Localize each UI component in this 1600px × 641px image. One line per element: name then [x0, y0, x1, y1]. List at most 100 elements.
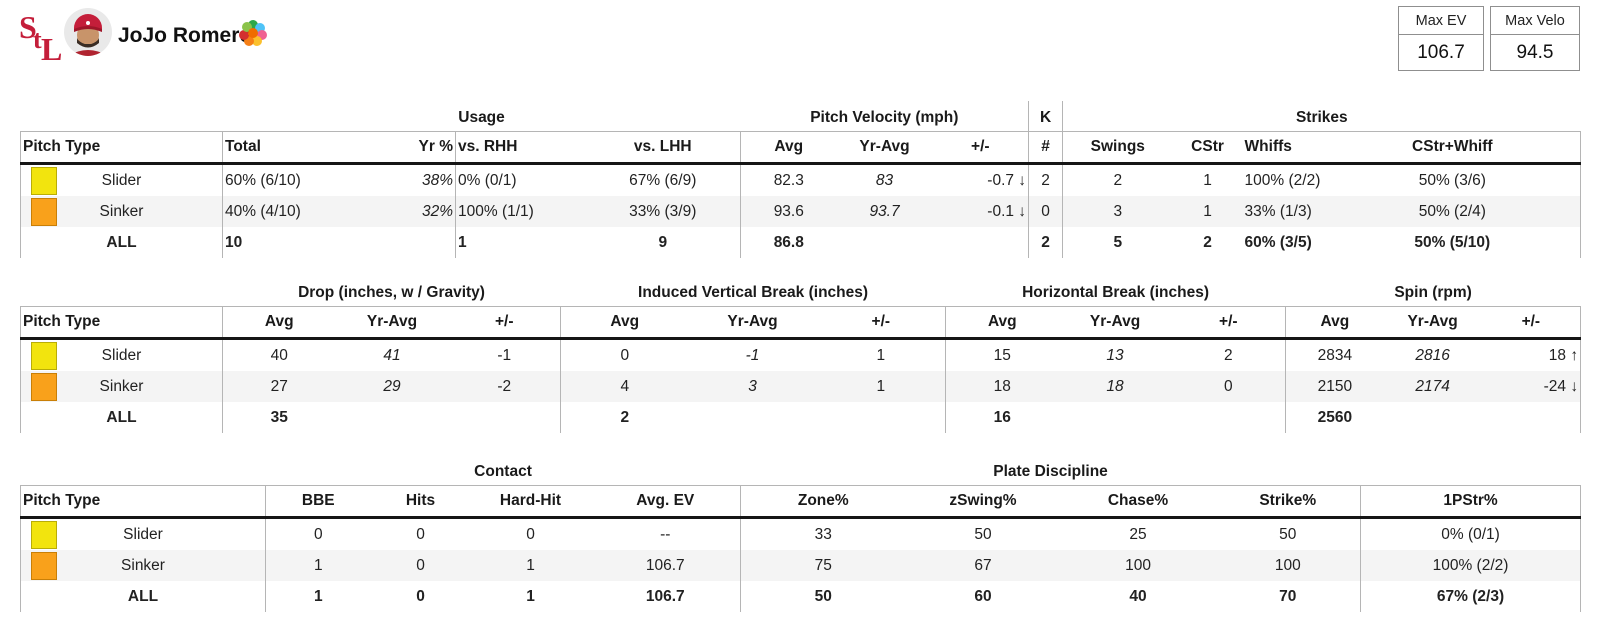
pitch-name: Slider — [101, 171, 142, 189]
svg-text:t: t — [33, 25, 42, 54]
column-header-row: Pitch Type Avg Yr-Avg +/- Avg Yr-Avg +/- Avg Yr-… — [20, 306, 1582, 340]
vs-rhh: 0% (0/1) — [455, 163, 586, 196]
col-header: +/- — [816, 306, 946, 340]
yr-avg: -1 — [745, 346, 760, 364]
pitch-color-swatch — [31, 342, 57, 370]
max-ev-box: Max EV 106.7 — [1398, 6, 1484, 71]
vs-rhh-header: vs. RHH — [455, 131, 586, 165]
yr-avg-header: Yr-Avg — [836, 131, 933, 165]
avg: 93.6 — [740, 196, 837, 227]
movement-table: Drop (inches, w / Gravity) Induced Vertic… — [20, 276, 1582, 433]
col — [1481, 402, 1582, 433]
avg-header: Avg — [945, 306, 1059, 340]
row-slider: Slider 60% (6/10) 38% 0% (0/1) 67% (6/9) 82.3… — [20, 163, 1582, 196]
pitch-velocity-mph-group-header: Pitch Velocity (mph) — [740, 101, 1029, 132]
hits: 0 — [416, 525, 425, 543]
avg: 2560 — [1285, 402, 1384, 433]
row-sinker: Sinker 27 29 -2 4 3 1 18 18 0 2150 2174 -24 ↓ — [20, 371, 1582, 402]
vs-lhh: 33% (3/9) — [629, 202, 697, 220]
row-all: ALL 35 2 16 2560 — [20, 402, 1582, 433]
zone: 33 — [740, 517, 906, 550]
k-group-header: K — [1028, 101, 1064, 132]
pitch-name: ALL — [127, 587, 159, 605]
zswing: 67 — [974, 556, 992, 574]
max-velo-value: 94.5 — [1516, 42, 1554, 63]
svg-text:L: L — [41, 31, 62, 64]
avg: 15 — [945, 338, 1059, 371]
pitch-type-header: Pitch Type — [20, 306, 223, 340]
col-header: +/- — [448, 306, 561, 340]
yr-avg: 2174 — [1415, 377, 1450, 395]
pitch-color-swatch — [31, 373, 57, 401]
pitch-color-swatch — [31, 552, 57, 580]
yr-avg — [837, 227, 933, 258]
row-all: ALL 1 0 1 106.7 50 60 40 70 67% (2/3) — [20, 581, 1582, 612]
yr-avg: 2816 — [1415, 346, 1450, 364]
contact-group-header: Contact — [265, 455, 741, 486]
cstr: 2 — [1203, 233, 1212, 251]
whiffs-header: Whiffs — [1242, 131, 1393, 165]
chase: 25 — [1129, 525, 1147, 543]
yr-avg — [689, 402, 817, 433]
cstr-whiff: 50% (3/6) — [1392, 163, 1582, 196]
chase-header: Chase% — [1060, 485, 1216, 519]
pitch-cell: ALL — [20, 227, 223, 258]
max-ev-label: Max EV — [1399, 7, 1483, 35]
bbe: 1 — [265, 581, 371, 612]
yr: 38% — [421, 171, 453, 189]
vs-rhh: 1 — [455, 227, 586, 258]
avg-ev-header: Avg. EV — [590, 485, 741, 519]
col: 1 — [876, 377, 886, 395]
total-header: Total — [222, 131, 341, 165]
pitch-cell: ALL — [20, 402, 223, 433]
vs-lhh-header: vs. LHH — [585, 131, 741, 165]
avg: 18 — [945, 371, 1059, 402]
yr: 32% — [421, 202, 453, 220]
yr-avg: 18 — [1106, 377, 1124, 395]
vs-rhh: 100% (1/1) — [455, 196, 586, 227]
strike: 50 — [1279, 525, 1297, 543]
pitch-name: Sinker — [99, 202, 144, 220]
avg: 82.3 — [740, 163, 837, 196]
avg: 86.8 — [740, 227, 837, 258]
group-spacer — [20, 276, 223, 307]
col-header: # — [1028, 131, 1063, 165]
hard-hit-header: Hard-Hit — [470, 485, 591, 519]
col: 0 — [1028, 196, 1063, 227]
pitch-color-swatch — [31, 521, 57, 549]
yr-avg: 93.7 — [869, 202, 900, 220]
avg: 0 — [560, 338, 689, 371]
contact-plate-discipline-table-wrap: Contact Plate Discipline Pitch Type BBE Hits… — [20, 455, 1582, 612]
col-header: +/- — [932, 131, 1029, 165]
row-sinker: Sinker 1 0 1 106.7 75 67 100 100 100% (2/2) — [20, 550, 1582, 581]
col: 0 — [1224, 377, 1233, 395]
cstr-whiff: 50% (5/10) — [1392, 227, 1582, 258]
usage-group-header: Usage — [222, 101, 741, 132]
row-sinker: Sinker 40% (4/10) 32% 100% (1/1) 33% (3/9) 93… — [20, 196, 1582, 227]
movement-spin-table-wrap: Drop (inches, w / Gravity) Induced Vertic… — [20, 276, 1582, 433]
avg-header: Avg — [222, 306, 336, 340]
stl-cardinals-logo-icon: S t L — [19, 9, 62, 64]
vs-lhh: 9 — [658, 233, 668, 251]
avg: 2 — [560, 402, 689, 433]
pitch-name: Slider — [101, 346, 142, 364]
col: 1 — [876, 346, 886, 364]
svg-text:S: S — [19, 9, 37, 45]
bbe: 1 — [265, 550, 371, 581]
hard-hit: 1 — [526, 587, 535, 605]
zswing: 50 — [974, 525, 992, 543]
max-velo-box: Max Velo 94.5 — [1490, 6, 1580, 71]
group-header-row: Drop (inches, w / Gravity) Induced Vertic… — [20, 276, 1581, 307]
zswing-header: zSwing% — [905, 485, 1061, 519]
avg-header: Avg — [1285, 306, 1384, 340]
col-header: +/- — [1481, 306, 1582, 340]
yr — [341, 227, 456, 258]
hard-hit: 1 — [526, 556, 535, 574]
pitch-name: ALL — [106, 233, 137, 251]
strikes-group-header: Strikes — [1062, 101, 1581, 132]
yr-avg: 41 — [383, 346, 401, 364]
yr-avg — [1059, 402, 1172, 433]
pitch-name: ALL — [106, 408, 137, 426]
pitch-cell: ALL — [20, 581, 266, 612]
contact-table: Contact Plate Discipline Pitch Type BBE Hits… — [20, 455, 1582, 612]
